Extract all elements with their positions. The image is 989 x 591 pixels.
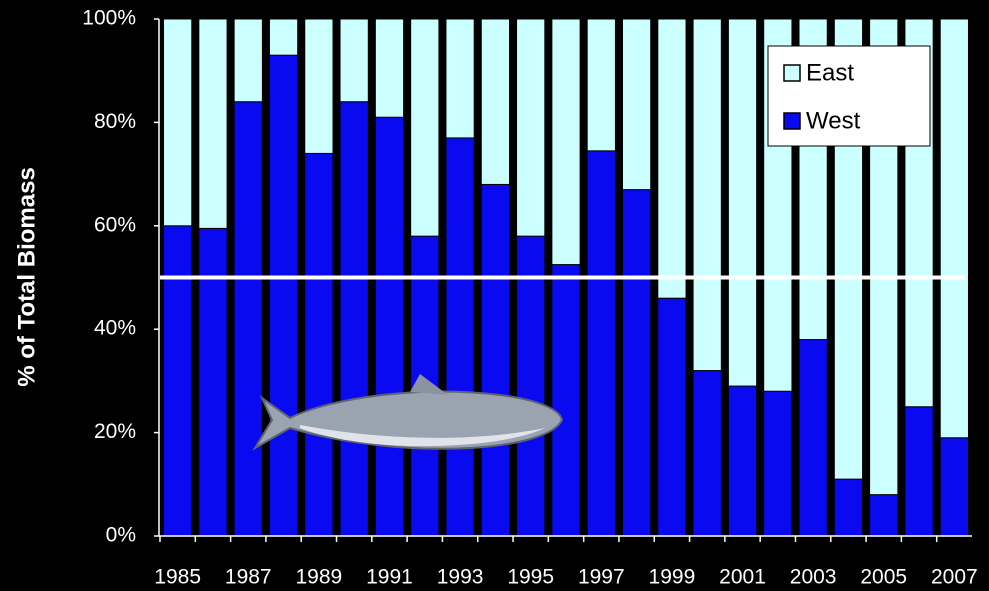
bar-segment <box>833 478 864 537</box>
fish-fin <box>410 374 448 395</box>
bar-segment <box>727 18 758 387</box>
bar-segment <box>198 227 228 537</box>
bar-segment <box>516 235 546 537</box>
bar-segment <box>198 18 228 229</box>
bar-segment <box>904 406 934 537</box>
bar-segment <box>339 18 369 103</box>
bar-segment <box>516 18 546 237</box>
bar-segment <box>727 385 758 537</box>
x-tick-label: 1991 <box>366 566 413 589</box>
bar-segment <box>163 18 193 227</box>
bar-segment <box>233 101 263 537</box>
bar-segment <box>551 18 581 266</box>
bar-segment <box>551 264 581 537</box>
bar-segment <box>939 437 969 537</box>
bar-segment <box>657 297 687 537</box>
bar-segment <box>939 18 969 439</box>
x-tick-label: 2003 <box>790 566 837 589</box>
bar-segment <box>869 494 899 537</box>
bar-segment <box>268 18 299 56</box>
x-tick-label: 1999 <box>649 566 696 589</box>
bar-segment <box>445 18 475 139</box>
bar-segment <box>763 390 793 537</box>
legend-label: East <box>806 59 854 86</box>
bar-segment <box>621 189 652 537</box>
x-tick-label: 2005 <box>860 566 907 589</box>
bar-segment <box>692 18 722 372</box>
x-tick-label: 1995 <box>507 566 554 589</box>
bar-segment <box>798 339 828 537</box>
bar-segment <box>692 370 722 537</box>
legend-swatch <box>783 112 801 130</box>
x-tick-label: 1989 <box>296 566 343 589</box>
fish-image <box>252 374 564 451</box>
y-tick-label: 20% <box>94 420 136 443</box>
bar-segment <box>304 152 334 537</box>
y-tick-label: 40% <box>94 317 136 340</box>
bar-segment <box>586 150 616 537</box>
bar-segment <box>304 18 334 154</box>
legend-label: West <box>806 107 861 134</box>
y-tick-label: 80% <box>94 110 136 133</box>
bar-segment <box>480 18 511 185</box>
bar-segment <box>374 18 405 118</box>
y-tick-label: 0% <box>106 524 136 547</box>
bar-segment <box>268 54 299 537</box>
bar-segment <box>657 18 687 299</box>
bar-segment <box>586 18 616 152</box>
bar-segment <box>163 225 193 537</box>
bar-segment <box>410 18 440 237</box>
y-tick-label: 60% <box>94 213 136 236</box>
bar-segment <box>374 116 405 537</box>
fish-belly <box>300 425 545 447</box>
y-tick-label: 100% <box>82 7 136 30</box>
bar-segment <box>480 183 511 537</box>
x-tick-label: 1997 <box>578 566 625 589</box>
x-tick-label: 1987 <box>225 566 272 589</box>
legend-swatch <box>783 64 801 82</box>
bar-segment <box>339 101 369 537</box>
x-tick-label: 1985 <box>154 566 201 589</box>
x-tick-label: 1993 <box>437 566 484 589</box>
y-axis-label: % of Total Biomass <box>13 167 40 387</box>
x-tick-label: 2007 <box>931 566 978 589</box>
x-tick-label: 2001 <box>719 566 766 589</box>
bar-segment <box>621 18 652 191</box>
bar-segment <box>445 137 475 537</box>
bar-segment <box>233 18 263 103</box>
